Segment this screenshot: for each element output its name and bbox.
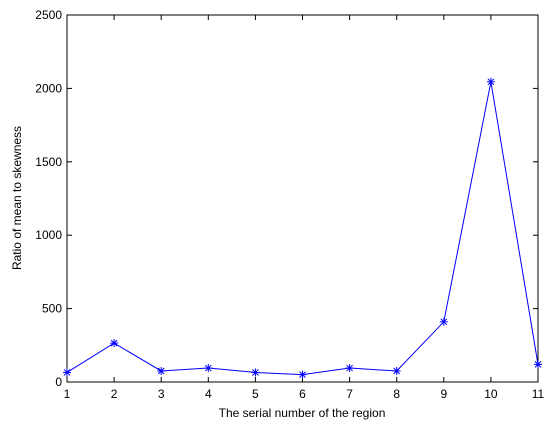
data-point <box>157 366 166 375</box>
y-tick-label: 1000 <box>35 228 62 242</box>
x-tick-label: 1 <box>64 387 71 401</box>
y-tick-label: 2500 <box>35 8 62 22</box>
data-point <box>63 368 71 377</box>
data-point <box>392 366 401 375</box>
y-tick-label: 0 <box>55 375 62 389</box>
data-point <box>204 364 213 373</box>
x-tick-label: 5 <box>252 387 259 401</box>
data-point <box>439 317 448 326</box>
y-tick-label: 500 <box>42 302 62 316</box>
plot-area <box>66 14 539 383</box>
x-tick-label: 10 <box>484 387 498 401</box>
data-point <box>486 77 495 86</box>
x-tick-label: 9 <box>440 387 447 401</box>
data-point <box>345 364 354 373</box>
x-tick-label: 2 <box>111 387 118 401</box>
x-tick-label: 7 <box>346 387 353 401</box>
y-tick-label: 1500 <box>35 155 62 169</box>
y-tick-label: 2000 <box>35 81 62 95</box>
x-tick-label: 11 <box>532 387 545 401</box>
series-group <box>63 77 542 379</box>
data-point <box>251 368 260 377</box>
data-point <box>298 370 307 379</box>
x-tick-label: 3 <box>158 387 165 401</box>
x-tick-label: 8 <box>393 387 400 401</box>
data-point <box>534 360 542 369</box>
y-axis-ticks: 0 500 1000 1500 2000 2500 <box>35 8 538 389</box>
data-point <box>110 339 119 348</box>
x-tick-label: 4 <box>205 387 212 401</box>
x-axis-ticks: 1 2 3 4 5 6 7 8 9 10 11 <box>64 15 545 401</box>
x-axis-label: The serial number of the region <box>219 406 386 420</box>
x-tick-label: 6 <box>299 387 306 401</box>
y-axis-label: Ratio of mean to skewness <box>10 126 24 270</box>
